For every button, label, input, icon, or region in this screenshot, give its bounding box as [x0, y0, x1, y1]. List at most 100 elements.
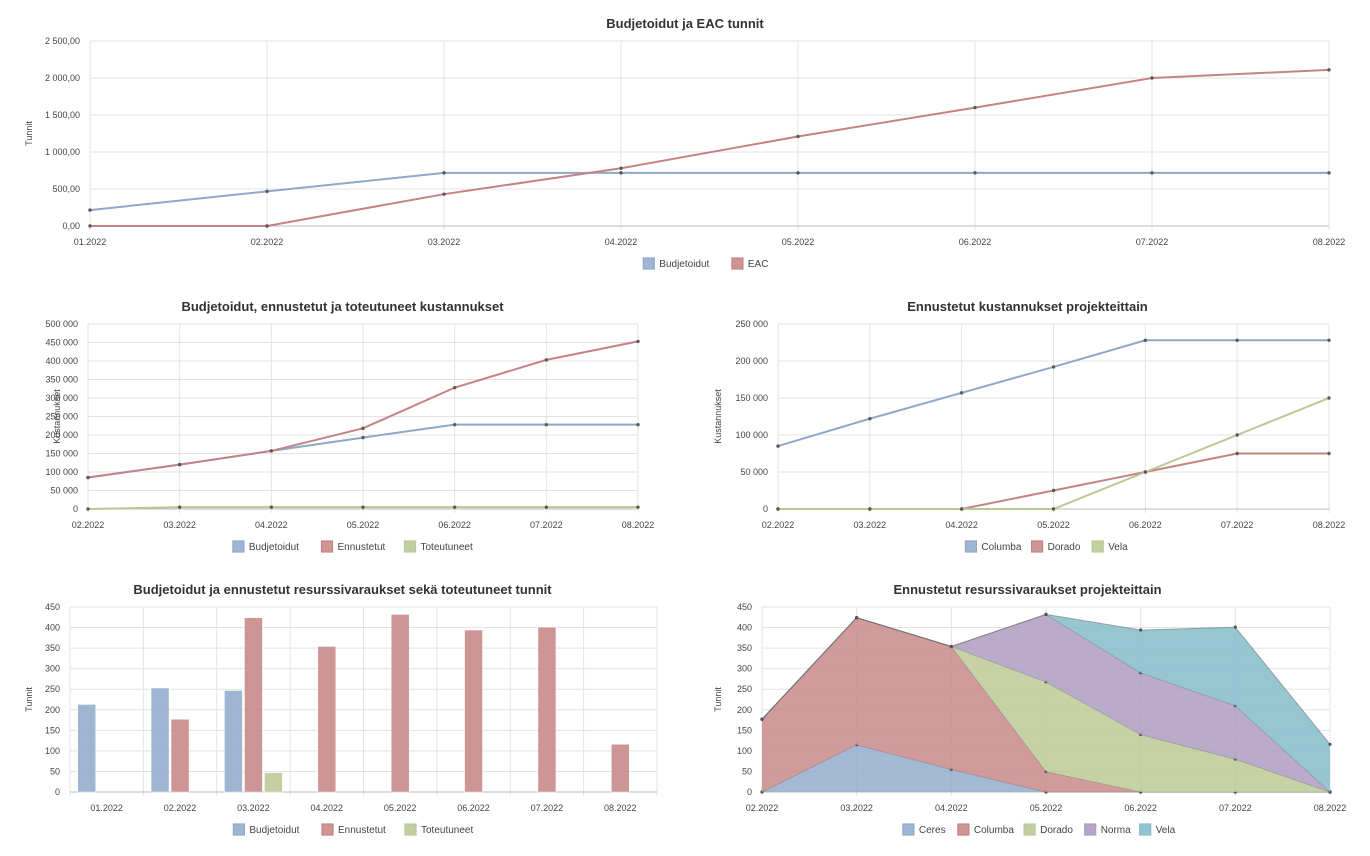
point-vela — [1233, 625, 1237, 629]
point-eac — [619, 166, 623, 170]
y-tick-label: 200 — [737, 705, 752, 715]
y-tick-label: 0 — [747, 787, 752, 797]
area-norma — [762, 614, 1330, 792]
area-ceres — [762, 744, 1330, 792]
chart-panel-costs-by-project: Ennustetut kustannukset projekteittain 0 5… — [685, 290, 1370, 565]
point-eac — [442, 192, 446, 196]
y-tick-label: 50 000 — [740, 467, 768, 477]
bar-budjetoidut — [77, 704, 96, 793]
chart-panel-costs: Budjetoidut, ennustetut ja toteutuneet k… — [0, 290, 685, 565]
point-ennustetut — [269, 449, 274, 453]
legend-label-toteutuneet: Toteutuneet — [421, 542, 473, 553]
point-toteutuneet — [636, 505, 640, 509]
legend-label-eac: EAC — [748, 259, 769, 270]
x-tick-label: 05.2022 — [384, 803, 417, 813]
point-eac — [1327, 68, 1331, 72]
chart-title: Budjetoidut, ennustetut ja toteutuneet k… — [181, 299, 504, 314]
legend-swatch-toteutuneet — [404, 823, 417, 836]
x-tick-label: 03.2022 — [840, 803, 873, 813]
legend-label-ceres: Ceres — [919, 825, 946, 836]
y-axis-label: Tunnit — [713, 687, 723, 712]
y-tick-label: 350 — [737, 643, 752, 653]
point-vela — [1235, 433, 1239, 437]
point-toteutuneet — [452, 505, 457, 509]
legend-label-dorado: Dorado — [1040, 825, 1073, 836]
area-vela — [762, 614, 1330, 792]
y-tick-label: 100 000 — [735, 430, 768, 440]
chart-title: Ennustetut resurssivaraukset projekteitt… — [893, 582, 1161, 597]
point-budjetoidut — [973, 171, 977, 175]
x-tick-label: 04.2022 — [311, 803, 344, 813]
legend-swatch-budjetoidut — [232, 540, 245, 553]
costs-chart: Budjetoidut, ennustetut ja toteutuneet k… — [45, 299, 654, 553]
y-tick-label: 300 — [737, 664, 752, 674]
legend-label-dorado: Dorado — [1048, 542, 1081, 553]
point-budjetoidut — [442, 171, 446, 175]
y-tick-label: 1 500,00 — [45, 110, 80, 120]
x-tick-label: 02.2022 — [746, 803, 779, 813]
y-tick-label: 50 — [50, 766, 60, 776]
legend-swatch-budjetoidut — [642, 257, 655, 270]
y-tick-label: 1 000,00 — [45, 147, 80, 157]
x-tick-label: 03.2022 — [237, 803, 270, 813]
costs-by-project-chart: Ennustetut kustannukset projekteittain05… — [713, 299, 1346, 553]
x-tick-label: 03.2022 — [163, 520, 196, 530]
point-budjetoidut — [636, 422, 640, 427]
x-tick-label: 08.2022 — [1313, 520, 1346, 530]
resource-hours-chart: Budjetoidut ja ennustetut resurssivarauk… — [24, 582, 658, 836]
point-vela — [1143, 470, 1148, 474]
y-tick-label: 250 000 — [735, 319, 768, 329]
x-tick-label: 07.2022 — [1136, 237, 1169, 247]
point-budjetoidut — [1327, 171, 1331, 175]
point-vela — [776, 507, 780, 511]
point-ennustetut — [86, 475, 90, 480]
point-dorado — [1051, 488, 1056, 493]
point-vela — [949, 644, 953, 649]
point-columba — [1327, 338, 1331, 342]
chart-title: Budjetoidut ja ennustetut resurssivarauk… — [133, 582, 552, 597]
legend-label-ennustetut: Ennustetut — [338, 542, 386, 553]
point-dorado — [1327, 451, 1331, 456]
y-tick-label: 250 000 — [45, 412, 78, 422]
chart-title: Budjetoidut ja EAC tunnit — [606, 16, 764, 31]
y-tick-label: 150 — [45, 725, 60, 735]
point-budjetoidut — [88, 208, 92, 212]
point-toteutuneet — [177, 505, 182, 509]
x-tick-label: 02.2022 — [72, 520, 105, 530]
x-tick-label: 06.2022 — [457, 803, 490, 813]
point-vela — [1327, 396, 1331, 400]
x-tick-label: 08.2022 — [1314, 803, 1347, 813]
area-dorado — [762, 617, 1330, 792]
legend-swatch-ennustetut — [321, 823, 334, 836]
point-columba — [1143, 338, 1148, 342]
y-tick-label: 250 — [45, 684, 60, 694]
point-eac — [265, 224, 269, 228]
point-toteutuneet — [269, 505, 274, 509]
legend-label-ennustetut: Ennustetut — [338, 825, 386, 836]
x-tick-label: 04.2022 — [945, 520, 978, 530]
x-tick-label: 04.2022 — [605, 237, 638, 247]
x-tick-label: 07.2022 — [1221, 520, 1254, 530]
y-axis-label: Kustannukset — [52, 389, 62, 444]
bar-budjetoidut — [150, 687, 170, 793]
point-ennustetut — [177, 462, 182, 467]
bar-ennustetut — [464, 629, 483, 793]
point-columba — [1051, 365, 1056, 369]
x-tick-label: 03.2022 — [428, 237, 461, 247]
y-tick-label: 0 — [73, 504, 78, 514]
y-tick-label: 500 000 — [45, 319, 78, 329]
x-tick-label: 05.2022 — [347, 520, 380, 530]
y-tick-label: 0,00 — [62, 221, 80, 231]
y-tick-label: 0 — [763, 504, 768, 514]
legend-label-budjetoidut: Budjetoidut — [249, 542, 299, 553]
point-ennustetut — [361, 426, 365, 431]
y-axis-label: Tunnit — [24, 687, 34, 712]
y-tick-label: 100 000 — [45, 467, 78, 477]
point-budjetoidut — [1150, 171, 1154, 175]
x-tick-label: 05.2022 — [782, 237, 815, 247]
x-tick-label: 06.2022 — [1124, 803, 1157, 813]
point-columba — [868, 417, 872, 421]
point-eac — [1150, 76, 1154, 80]
x-tick-label: 05.2022 — [1030, 803, 1063, 813]
legend-swatch-ceres — [902, 823, 915, 836]
